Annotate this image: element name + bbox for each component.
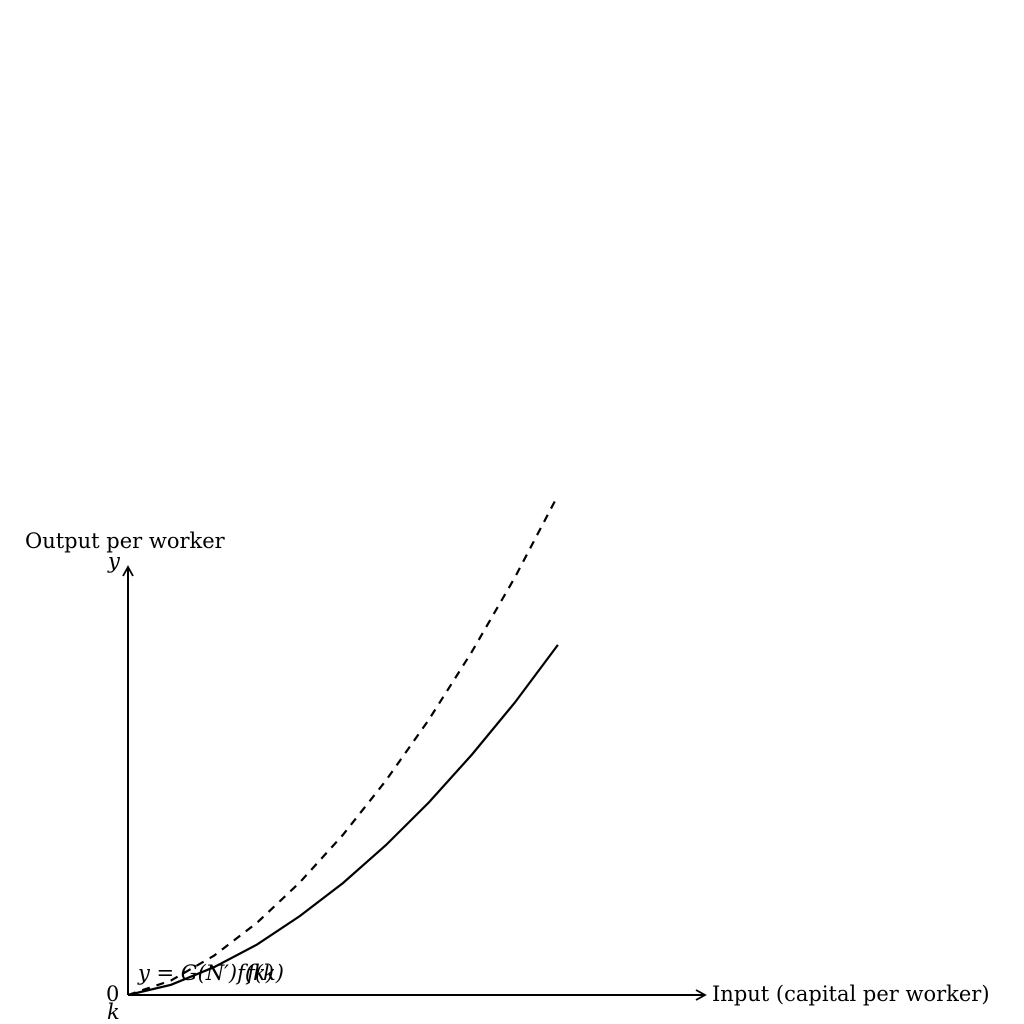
annotation-dashed-curve: y = G(N′)f(k): [137, 961, 274, 985]
y-axis-symbol: y: [107, 549, 121, 573]
annotation-solid-curve: f(k): [245, 961, 284, 985]
series-dashed-line: [127, 494, 559, 997]
y-axis-label: Output per worker: [25, 529, 226, 553]
series-solid-line: [127, 644, 559, 997]
origin-label: 0: [106, 982, 119, 1006]
x-axis-symbol: k: [107, 1000, 120, 1024]
x-axis-label: Input (capital per worker): [712, 982, 990, 1006]
